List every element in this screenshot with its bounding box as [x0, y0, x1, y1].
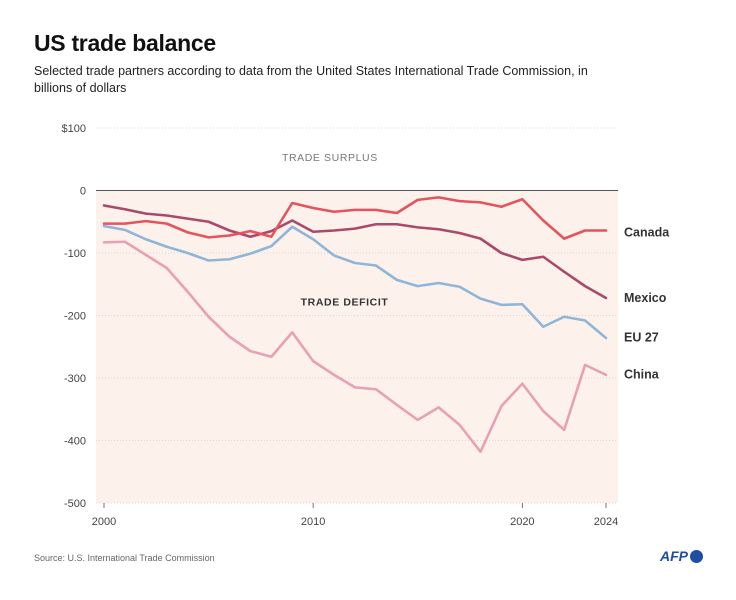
y-tick-label: 0 [80, 186, 86, 198]
afp-logo-dot-icon [690, 549, 703, 563]
y-tick-label: -300 [64, 373, 86, 385]
y-tick-label: -100 [64, 248, 86, 260]
y-tick-label: -200 [64, 311, 86, 323]
afp-logo-text: AFP [660, 548, 688, 564]
y-tick-label: -400 [64, 436, 86, 448]
series-label-canada: Canada [624, 225, 670, 239]
series-label-mexico: Mexico [624, 291, 667, 305]
y-axis-ticks: $100 0 -100 -200 -300 -400 -500 [62, 123, 86, 510]
trade-deficit-area [96, 190, 618, 503]
series-labels: Canada Mexico EU 27 China [624, 225, 670, 381]
chart-subtitle: Selected trade partners according to dat… [34, 64, 588, 95]
series-lines [102, 196, 608, 454]
series-label-eu27: EU 27 [624, 330, 659, 344]
gridlines [96, 127, 618, 504]
series-line-canada [102, 196, 608, 240]
series-line-eu27 [102, 224, 608, 340]
y-tick-label: $100 [62, 123, 86, 135]
series-line-mexico [102, 204, 608, 300]
y-tick-label: -500 [64, 498, 86, 510]
series-line-china [102, 240, 608, 454]
x-tick-label: 2024 [594, 516, 618, 528]
x-tick-label: 2020 [510, 516, 534, 528]
x-tick-label: 2010 [301, 516, 325, 528]
x-axis-ticks: 2000 2010 2020 2024 [92, 503, 618, 528]
afp-logo: AFP [660, 548, 703, 564]
x-tick-label: 2000 [92, 516, 116, 528]
trade-surplus-annotation: TRADE SURPLUS [282, 152, 378, 164]
source-note: Source: U.S. International Trade Commiss… [34, 553, 215, 563]
series-label-china: China [624, 367, 660, 381]
chart-title: US trade balance [34, 30, 216, 56]
trade-deficit-annotation: TRADE DEFICIT [301, 297, 389, 309]
